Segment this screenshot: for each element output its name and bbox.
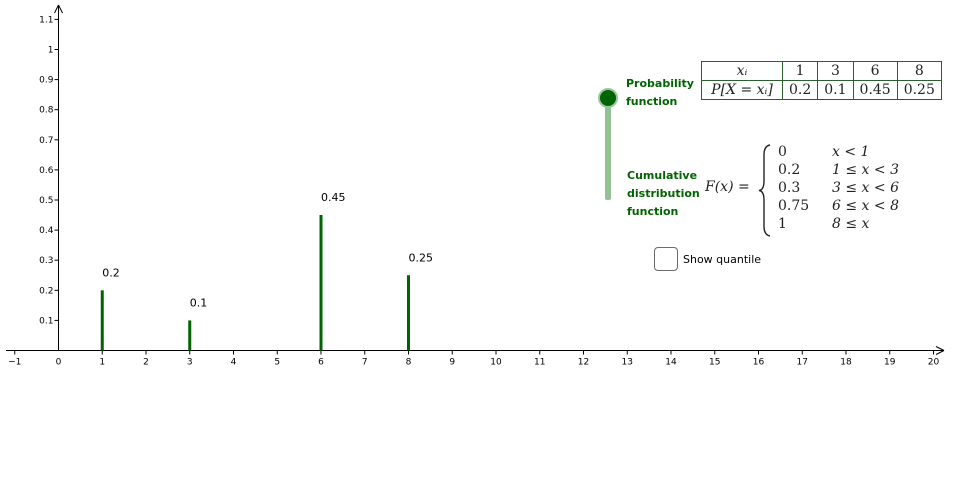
x-tick-label: 11 — [534, 358, 545, 368]
x-tick-label: 3 — [187, 358, 193, 368]
cdf-case-value: 0.75 — [778, 198, 810, 214]
xi-header: xᵢ — [701, 61, 783, 81]
show-quantile-label: Show quantile — [683, 252, 762, 266]
cdf-case-condition: 3 ≤ x < 6 — [832, 180, 899, 196]
table-cell: 0.2 — [781, 80, 819, 100]
y-axis-arrow-icon — [54, 4, 63, 14]
table-row: P[X = xᵢ] 0.2 0.1 0.45 0.25 — [701, 80, 942, 100]
cdf-case-condition: x < 1 — [832, 144, 870, 160]
left-brace-icon — [758, 144, 771, 237]
cdf-case: 0 x < 1 — [778, 144, 869, 162]
x-tick-label: 2 — [143, 358, 149, 368]
data-label: 0.1 — [190, 296, 208, 309]
cdf-case: 0.2 1 ≤ x < 3 — [778, 162, 899, 180]
y-tick-label: 0.3 — [39, 256, 53, 266]
x-tick-label: 19 — [884, 358, 896, 368]
slider-track[interactable] — [605, 98, 611, 200]
data-label: 0.25 — [409, 251, 434, 264]
x-tick-label: 17 — [797, 358, 808, 368]
probability-function-label: Probability function — [626, 77, 694, 108]
cdf-label: Cumulative distribution function — [627, 169, 700, 218]
y-tick-label: 0.1 — [39, 316, 53, 326]
table-cell: 6 — [852, 61, 898, 81]
table-cell: 0.1 — [817, 80, 854, 100]
x-tick-label: 15 — [709, 358, 720, 368]
x-tick-label: 13 — [622, 358, 633, 368]
table-cell: 1 — [781, 61, 819, 81]
cdf-case: 1 8 ≤ x — [778, 216, 869, 234]
cdf-case: 0.3 3 ≤ x < 6 — [778, 180, 899, 198]
y-tick-label: 0.4 — [39, 226, 54, 236]
cdf-case-value: 0.3 — [778, 180, 801, 196]
x-tick-label: 8 — [406, 358, 412, 368]
data-label: 0.2 — [102, 266, 120, 279]
x-tick-label: 0 — [56, 358, 62, 368]
x-tick-label: 4 — [231, 358, 237, 368]
x-tick-label: 7 — [362, 358, 368, 368]
cdf-case-value: 0.2 — [778, 162, 801, 178]
y-tick-label: 0.7 — [39, 136, 53, 146]
data-label: 0.45 — [321, 191, 346, 204]
y-tick-label: 1.1 — [39, 15, 53, 25]
x-tick-label: 14 — [665, 358, 677, 368]
table-cell: 8 — [896, 61, 942, 81]
cdf-case: 0.75 6 ≤ x < 8 — [778, 198, 899, 216]
cdf-case-value: 1 — [778, 216, 787, 232]
cdf-case-condition: 8 ≤ x — [832, 216, 870, 232]
cdf-case-condition: 6 ≤ x < 8 — [832, 198, 899, 214]
distribution-table: xᵢ 1 3 6 8 P[X = xᵢ] 0.2 0.1 0.45 0.25 — [701, 61, 942, 100]
table-row: xᵢ 1 3 6 8 — [701, 61, 942, 81]
x-tick-label: 1 — [99, 358, 105, 368]
x-axis-arrow-icon — [935, 346, 945, 355]
table-cell: 3 — [817, 61, 854, 81]
x-tick-label: 5 — [274, 358, 280, 368]
cdf-case-condition: 1 ≤ x < 3 — [832, 162, 899, 178]
x-tick-label: 20 — [928, 358, 940, 368]
x-tick-label: 10 — [490, 358, 502, 368]
x-tick-label: 6 — [318, 358, 324, 368]
cdf-lhs: F(x) = — [705, 179, 750, 195]
x-tick-label: 18 — [840, 358, 852, 368]
y-tick-label: 0.8 — [39, 106, 54, 116]
table-cell: 0.25 — [896, 80, 942, 100]
probability-header: P[X = xᵢ] — [701, 80, 783, 100]
mode-slider[interactable] — [598, 88, 618, 202]
cdf-case-value: 0 — [778, 144, 787, 160]
show-quantile-checkbox[interactable] — [654, 247, 678, 271]
y-tick-label: 0.2 — [39, 286, 53, 296]
y-tick-label: 1 — [48, 46, 54, 56]
x-tick-label: 12 — [578, 358, 589, 368]
slider-handle[interactable] — [598, 88, 618, 108]
show-quantile-toggle[interactable]: Show quantile — [654, 246, 761, 272]
y-tick-label: 0.5 — [39, 196, 53, 206]
x-tick-label: 16 — [753, 358, 765, 368]
x-tick-label: −1 — [8, 358, 21, 368]
y-tick-label: 0.6 — [39, 166, 54, 176]
y-tick-label: 0.9 — [39, 76, 54, 86]
table-cell: 0.45 — [852, 80, 898, 100]
x-tick-label: 9 — [449, 358, 455, 368]
